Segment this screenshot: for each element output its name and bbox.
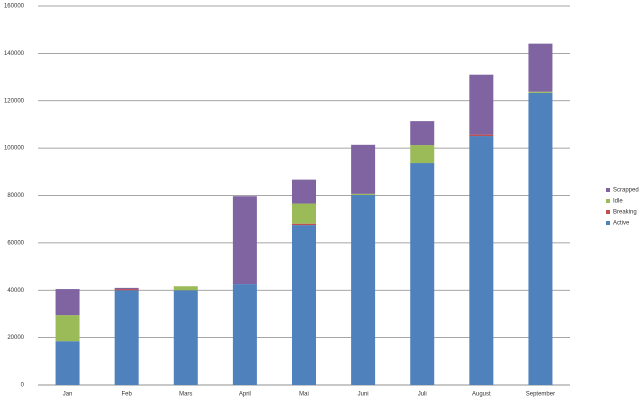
legend-swatch [606, 199, 610, 203]
legend-label: Breaking [613, 210, 637, 216]
bar-segment [55, 289, 80, 316]
y-tick-label: 140000 [4, 51, 25, 57]
bar-segment [351, 195, 376, 385]
bar-segment [410, 163, 435, 385]
bar-segment [292, 225, 316, 385]
y-tick-label: 120000 [4, 98, 25, 104]
bar-segment [292, 203, 316, 224]
x-tick-label: September [526, 392, 555, 398]
bar-segment [528, 43, 553, 92]
legend-label: Active [613, 221, 630, 227]
y-tick-label: 80000 [7, 193, 24, 199]
bar-segment [469, 136, 494, 385]
bar-segment [232, 284, 257, 385]
bar-segment [351, 144, 376, 194]
y-tick-label: 20000 [7, 335, 24, 341]
y-tick-label: 100000 [4, 146, 25, 152]
x-tick-label: Juni [358, 392, 369, 398]
bar-segment [292, 223, 316, 226]
bar-segment [55, 341, 80, 385]
bar-segment [351, 193, 376, 196]
bar-segment [469, 134, 494, 137]
legend-label: Idle [613, 199, 623, 205]
bar-segment [469, 74, 494, 135]
y-tick-label: 40000 [7, 288, 24, 294]
bar-segment [292, 179, 316, 204]
bar-segment [173, 286, 198, 291]
x-tick-label: Juli [418, 392, 427, 398]
y-tick-label: 60000 [7, 240, 24, 246]
legend-swatch [606, 188, 610, 192]
x-tick-label: August [472, 392, 491, 398]
x-tick-label: Mai [299, 392, 309, 398]
bar-segment [173, 290, 198, 385]
bar-segment [232, 196, 257, 285]
y-tick-label: 160000 [4, 4, 25, 10]
x-tick-label: Jan [63, 392, 73, 398]
bar-segment [114, 289, 139, 291]
x-tick-label: April [239, 392, 251, 398]
bar-segment [410, 121, 435, 146]
x-tick-label: Mars [179, 392, 192, 398]
bar-segment [410, 145, 435, 164]
y-tick-label: 0 [21, 383, 25, 389]
legend-swatch [606, 221, 610, 225]
bar-segment [114, 287, 139, 290]
legend-label: Scrapped [613, 188, 639, 194]
bar-segment [55, 315, 80, 342]
bar-segment [114, 290, 139, 385]
x-tick-label: Feb [121, 392, 132, 398]
bar-segment [528, 92, 553, 385]
legend-swatch [606, 210, 610, 214]
bar-segment [528, 91, 553, 93]
